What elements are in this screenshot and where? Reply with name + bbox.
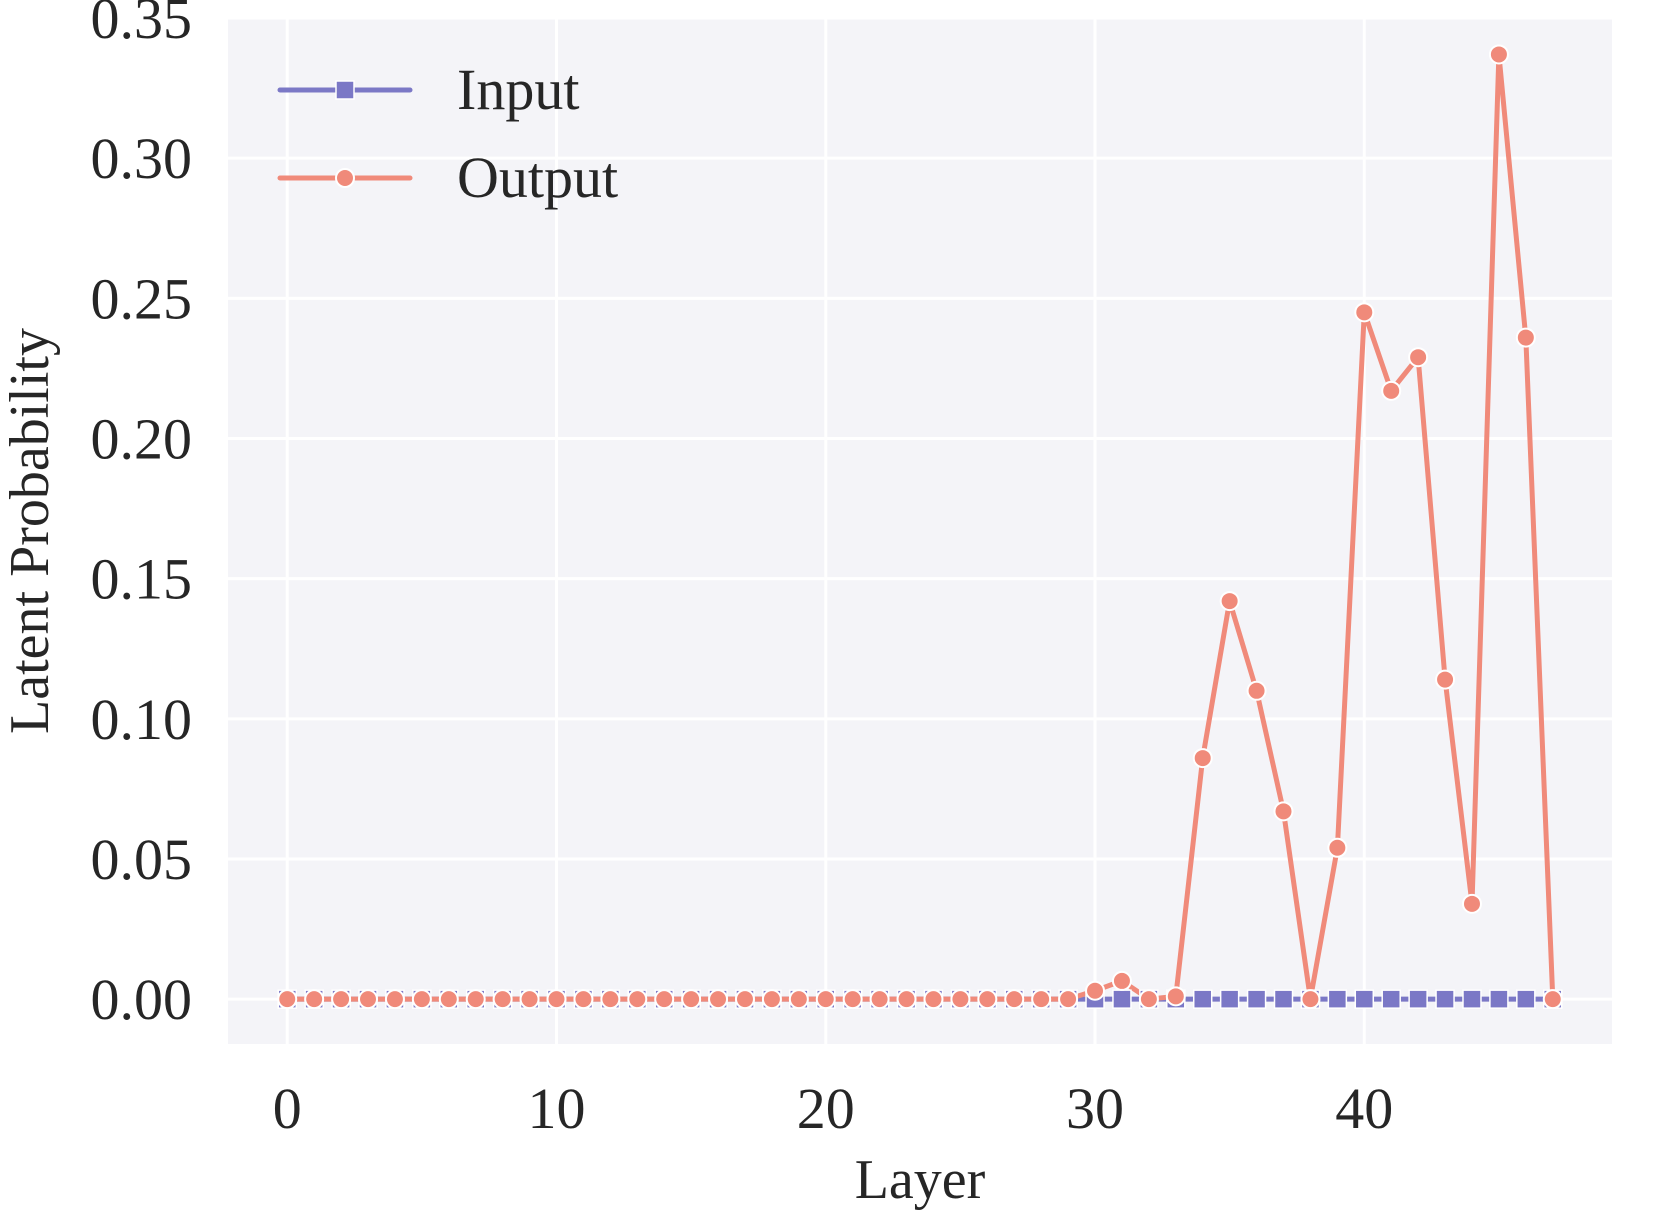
data-point-input (1112, 989, 1132, 1009)
data-point-input (1327, 989, 1348, 1009)
data-point-output (950, 989, 971, 1010)
data-point-output (1004, 989, 1025, 1010)
x-tick-label: 20 (797, 1076, 855, 1141)
data-point-output (1515, 327, 1536, 348)
x-tick-label: 0 (273, 1076, 302, 1141)
data-point-output (573, 989, 594, 1010)
data-point-output (1327, 837, 1348, 858)
y-tick-label: 0.00 (91, 967, 193, 1032)
data-point-output (1111, 970, 1132, 991)
data-point-input (1489, 989, 1509, 1009)
data-point-output (331, 989, 352, 1010)
legend-circle-marker (335, 168, 355, 188)
data-point-output (1031, 989, 1052, 1010)
x-tick-label: 30 (1066, 1076, 1124, 1141)
data-point-input (1246, 989, 1267, 1009)
x-tick-label: 40 (1335, 1076, 1393, 1141)
y-tick-label: 0.25 (91, 266, 193, 331)
legend-square-marker (335, 80, 355, 100)
data-point-output (465, 989, 486, 1010)
data-point-output (1461, 893, 1482, 914)
legend-item-input: Input (277, 57, 579, 122)
y-tick-label: 0.05 (91, 827, 193, 892)
data-point-output (977, 989, 998, 1010)
data-point-output (681, 989, 702, 1010)
data-point-output (1354, 302, 1375, 323)
y-tick-label: 0.15 (91, 547, 193, 612)
y-tick-label: 0.10 (91, 687, 193, 752)
data-point-output (1300, 989, 1321, 1010)
data-point-output (1165, 986, 1186, 1007)
data-point-output (1408, 347, 1429, 368)
data-point-output (277, 989, 298, 1010)
data-point-output (654, 989, 675, 1010)
data-point-output (384, 989, 405, 1010)
data-point-output (600, 989, 621, 1010)
y-tick-label: 0.20 (91, 406, 193, 471)
legend-label: Input (457, 57, 579, 122)
data-point-input (1273, 989, 1294, 1009)
data-point-output (1246, 680, 1267, 701)
data-point-output (1219, 591, 1240, 612)
data-point-output (1542, 989, 1563, 1010)
data-point-output (896, 989, 917, 1010)
data-point-output (1381, 380, 1402, 401)
data-point-output (869, 989, 890, 1010)
data-point-output (1085, 980, 1106, 1001)
data-point-output (1058, 989, 1079, 1010)
legend-label: Output (457, 145, 618, 210)
grid (228, 16, 1612, 1044)
data-point-output (708, 989, 729, 1010)
data-point-output (815, 989, 836, 1010)
data-point-output (788, 989, 809, 1010)
data-point-input (1408, 989, 1428, 1009)
legend-item-output: Output (277, 145, 618, 210)
data-point-output (438, 989, 459, 1010)
data-point-output (411, 989, 432, 1010)
y-axis-label: Latent Probability (0, 328, 61, 734)
x-tick-label: 10 (527, 1076, 585, 1141)
y-tick-label: 0.30 (91, 126, 193, 191)
legend: Input Output (277, 57, 618, 210)
data-point-input (1435, 989, 1455, 1009)
x-axis-label: Layer (855, 1149, 986, 1211)
data-point-output (358, 989, 379, 1010)
data-point-output (492, 989, 513, 1010)
data-point-input (1192, 989, 1213, 1009)
data-point-input (1219, 989, 1240, 1009)
data-point-output (1138, 989, 1159, 1010)
data-point-output (627, 989, 648, 1010)
data-point-input (1381, 989, 1401, 1009)
data-point-output (734, 989, 755, 1010)
data-point-output (519, 989, 540, 1010)
data-point-output (1435, 669, 1456, 690)
tick-labels: 0.00 0.05 0.10 0.15 0.20 0.25 0.30 0.35 0 10 20 30 4… (91, 0, 1394, 1141)
data-point-output (761, 989, 782, 1010)
plot-area (228, 18, 1612, 1044)
data-point-input (1354, 989, 1375, 1009)
data-point-output (304, 989, 325, 1010)
data-point-output (546, 989, 567, 1010)
data-point-output (842, 989, 863, 1010)
series-markers (277, 44, 1563, 1010)
y-tick-label: 0.35 (91, 0, 193, 51)
data-point-output (1192, 748, 1213, 769)
data-point-output (1488, 44, 1509, 65)
data-point-output (1273, 801, 1294, 822)
data-point-input (1462, 989, 1482, 1009)
data-point-output (923, 989, 944, 1010)
data-point-input (1516, 989, 1536, 1009)
